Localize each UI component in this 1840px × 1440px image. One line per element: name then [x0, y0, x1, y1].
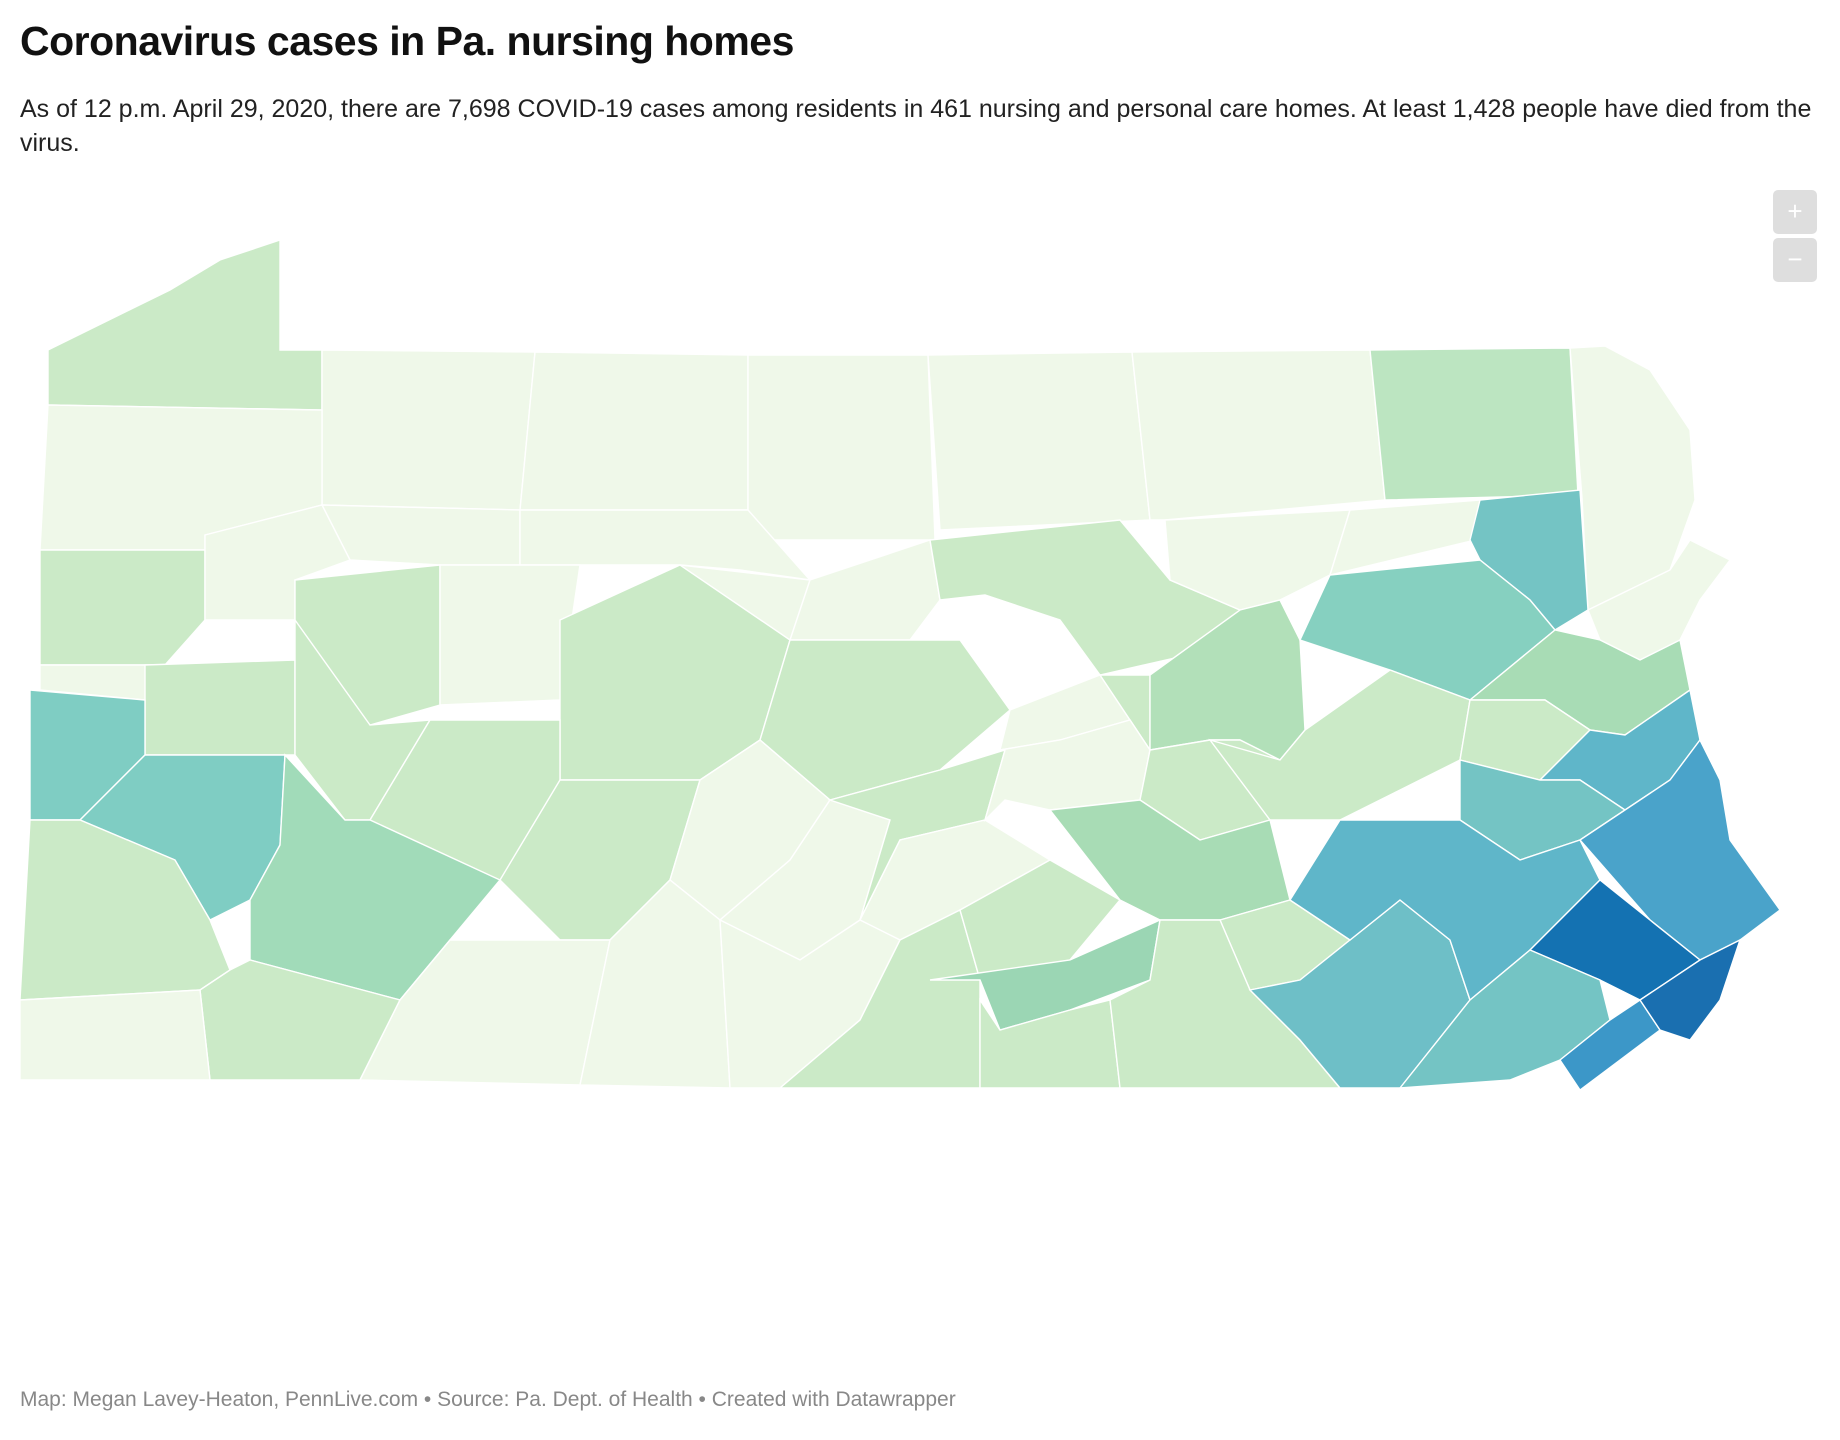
county-butler[interactable] — [144, 659, 296, 756]
county-lycoming[interactable] — [929, 519, 1242, 676]
zoom-in-button[interactable]: + — [1773, 190, 1817, 234]
page-description: As of 12 p.m. April 29, 2020, there are … — [20, 95, 1812, 157]
county-mckean[interactable] — [519, 351, 749, 511]
county-bradford[interactable] — [1131, 349, 1386, 521]
zoom-controls: + − — [1773, 190, 1817, 286]
county-mercer[interactable] — [39, 549, 206, 666]
county-clinton[interactable] — [789, 539, 941, 641]
county-perry[interactable] — [959, 859, 1122, 981]
county-potter[interactable] — [747, 354, 936, 541]
county-jefferson[interactable] — [439, 564, 581, 706]
county-philadelphia[interactable] — [1639, 938, 1742, 1041]
county-forest[interactable] — [320, 504, 521, 566]
county-wayne[interactable] — [1569, 345, 1696, 612]
pennsylvania-county-map — [19, 239, 1781, 1092]
county-erie[interactable] — [47, 239, 323, 411]
county-bedford[interactable] — [579, 879, 731, 1089]
page-title: Coronavirus cases in Pa. nursing homes — [20, 18, 794, 64]
county-warren[interactable] — [321, 349, 536, 511]
zoom-out-button[interactable]: − — [1773, 238, 1817, 282]
footer-credits: Map: Megan Lavey-Heaton, PennLive.com • … — [20, 1388, 956, 1411]
county-cumberland[interactable] — [929, 918, 1161, 1031]
county-susquehanna[interactable] — [1369, 347, 1579, 501]
county-tioga[interactable] — [927, 351, 1151, 531]
county-somerset[interactable] — [358, 939, 611, 1086]
county-greene[interactable] — [19, 989, 211, 1081]
